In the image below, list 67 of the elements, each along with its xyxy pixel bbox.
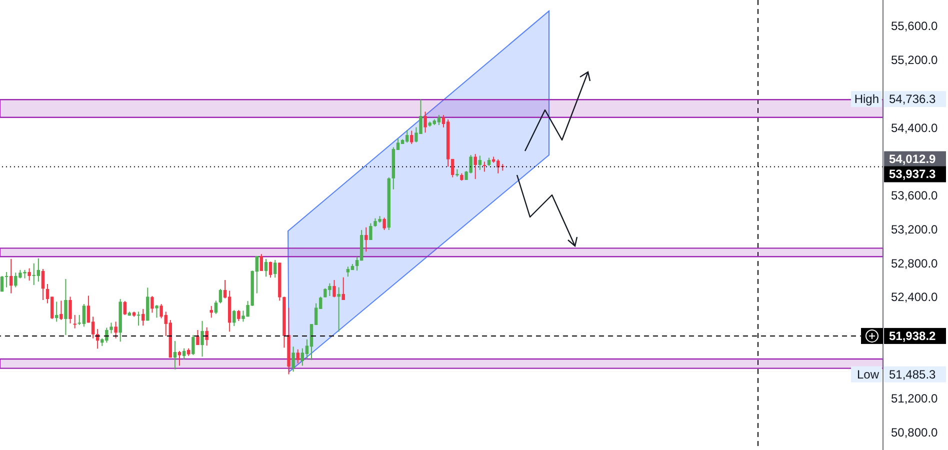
candlestick — [482, 161, 486, 172]
candlestick — [28, 268, 31, 282]
y-tick-label: 52,800.0 — [891, 256, 938, 270]
candlestick — [346, 266, 350, 278]
candlestick — [82, 303, 86, 328]
y-tick-label: 55,200.0 — [891, 53, 938, 68]
text: 54,736.3 — [889, 92, 936, 106]
annotation: Low — [856, 367, 880, 382]
candlestick — [73, 314, 76, 329]
y-tick-label: 51,200.0 — [891, 392, 938, 406]
candlestick — [60, 300, 63, 320]
candlestick — [260, 254, 264, 272]
candlestick — [232, 309, 236, 326]
candlestick — [273, 259, 277, 278]
y-tick-label: 54,400.0 — [891, 120, 938, 135]
y-tick-label: 52,400.0 — [891, 290, 938, 304]
y-tick-label: 53,600.0 — [891, 188, 938, 203]
candlestick — [146, 287, 150, 322]
y-tick-label: 50,800.0 — [891, 426, 938, 440]
candlestick — [478, 155, 482, 170]
candlestick — [182, 348, 186, 360]
candlestick — [10, 258, 13, 294]
candlestick — [405, 130, 409, 144]
candlestick — [36, 258, 40, 282]
ref-line-label: 53,937.3 — [889, 167, 936, 182]
y-tick-label: 55,600.0 — [891, 19, 938, 34]
y-tick-label: 53,200.0 — [891, 222, 938, 236]
candlestick — [155, 304, 158, 318]
candlestick — [68, 296, 72, 324]
candlestick — [337, 286, 340, 332]
candlestick — [200, 320, 204, 358]
text: 51,485.3 — [889, 367, 936, 382]
ref-line-label: 51,938.2 — [889, 328, 936, 343]
candlestick — [150, 296, 154, 314]
candlestick — [474, 153, 477, 180]
candlestick — [173, 340, 177, 370]
candlestick — [437, 114, 441, 126]
candlestick — [205, 326, 208, 346]
candlestick — [142, 308, 145, 326]
candlestick — [196, 329, 200, 346]
candlestick — [332, 280, 336, 298]
candlestick — [123, 300, 126, 316]
candlestick — [268, 261, 272, 278]
candlestick — [0, 275, 4, 292]
candlestick — [296, 348, 300, 364]
candlestick — [4, 271, 8, 288]
candlestick — [364, 226, 368, 252]
candlestick — [178, 350, 182, 366]
candlestick — [264, 258, 268, 278]
candlestick — [424, 111, 427, 134]
text: 54,012.9 — [889, 152, 936, 166]
candlestick — [114, 321, 118, 339]
annotation: High — [854, 92, 879, 106]
candlestick — [64, 278, 68, 336]
candlestick — [41, 268, 45, 300]
candlestick — [192, 334, 195, 356]
candlestick — [237, 309, 240, 322]
candlestick — [55, 301, 58, 322]
candlestick — [342, 276, 345, 300]
candlestick — [218, 288, 222, 304]
candlestick — [110, 322, 113, 334]
candlestick — [292, 346, 295, 372]
candlestick — [214, 300, 218, 314]
candlestick — [369, 222, 372, 240]
candlestick — [136, 311, 140, 326]
candlestick — [382, 217, 386, 230]
candlestick — [410, 130, 414, 144]
